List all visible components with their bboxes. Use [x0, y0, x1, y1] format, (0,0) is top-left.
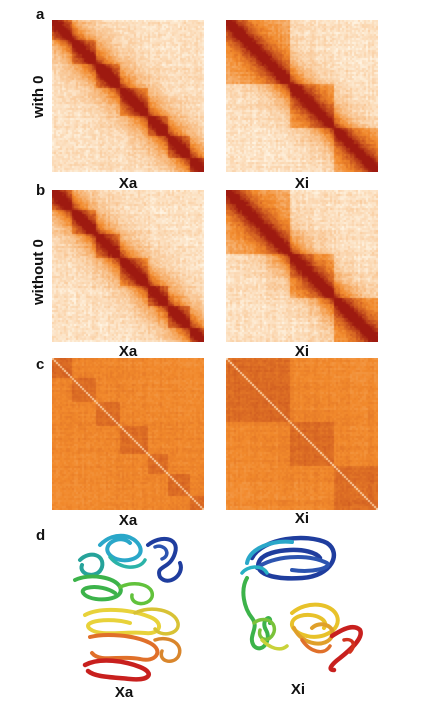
heatmap-a-xi	[226, 20, 378, 172]
panel-letter-c: c	[36, 356, 45, 373]
caption-c-xa: Xa	[118, 512, 138, 529]
panel-letter-d: d	[36, 527, 46, 544]
heatmap-a-xa	[52, 20, 204, 172]
structure-xa	[73, 533, 183, 682]
heatmap-c-xa	[52, 358, 204, 510]
row-label-without-zero: without 0	[30, 239, 47, 305]
heatmap-c-xi	[226, 358, 378, 510]
caption-a-xa: Xa	[118, 175, 138, 192]
heatmap-b-xa	[52, 190, 204, 342]
structure-xi	[240, 535, 363, 673]
caption-d-xa: Xa	[114, 684, 134, 701]
caption-a-xi: Xi	[294, 175, 310, 192]
caption-b-xa: Xa	[118, 343, 138, 360]
caption-c-xi: Xi	[294, 510, 310, 527]
panel-letter-a: a	[36, 6, 45, 23]
row-label-with-zero: with 0	[30, 75, 47, 118]
heatmap-b-xi	[226, 190, 378, 342]
caption-b-xi: Xi	[294, 343, 310, 360]
panel-letter-b: b	[36, 182, 46, 199]
caption-d-xi: Xi	[290, 681, 306, 698]
